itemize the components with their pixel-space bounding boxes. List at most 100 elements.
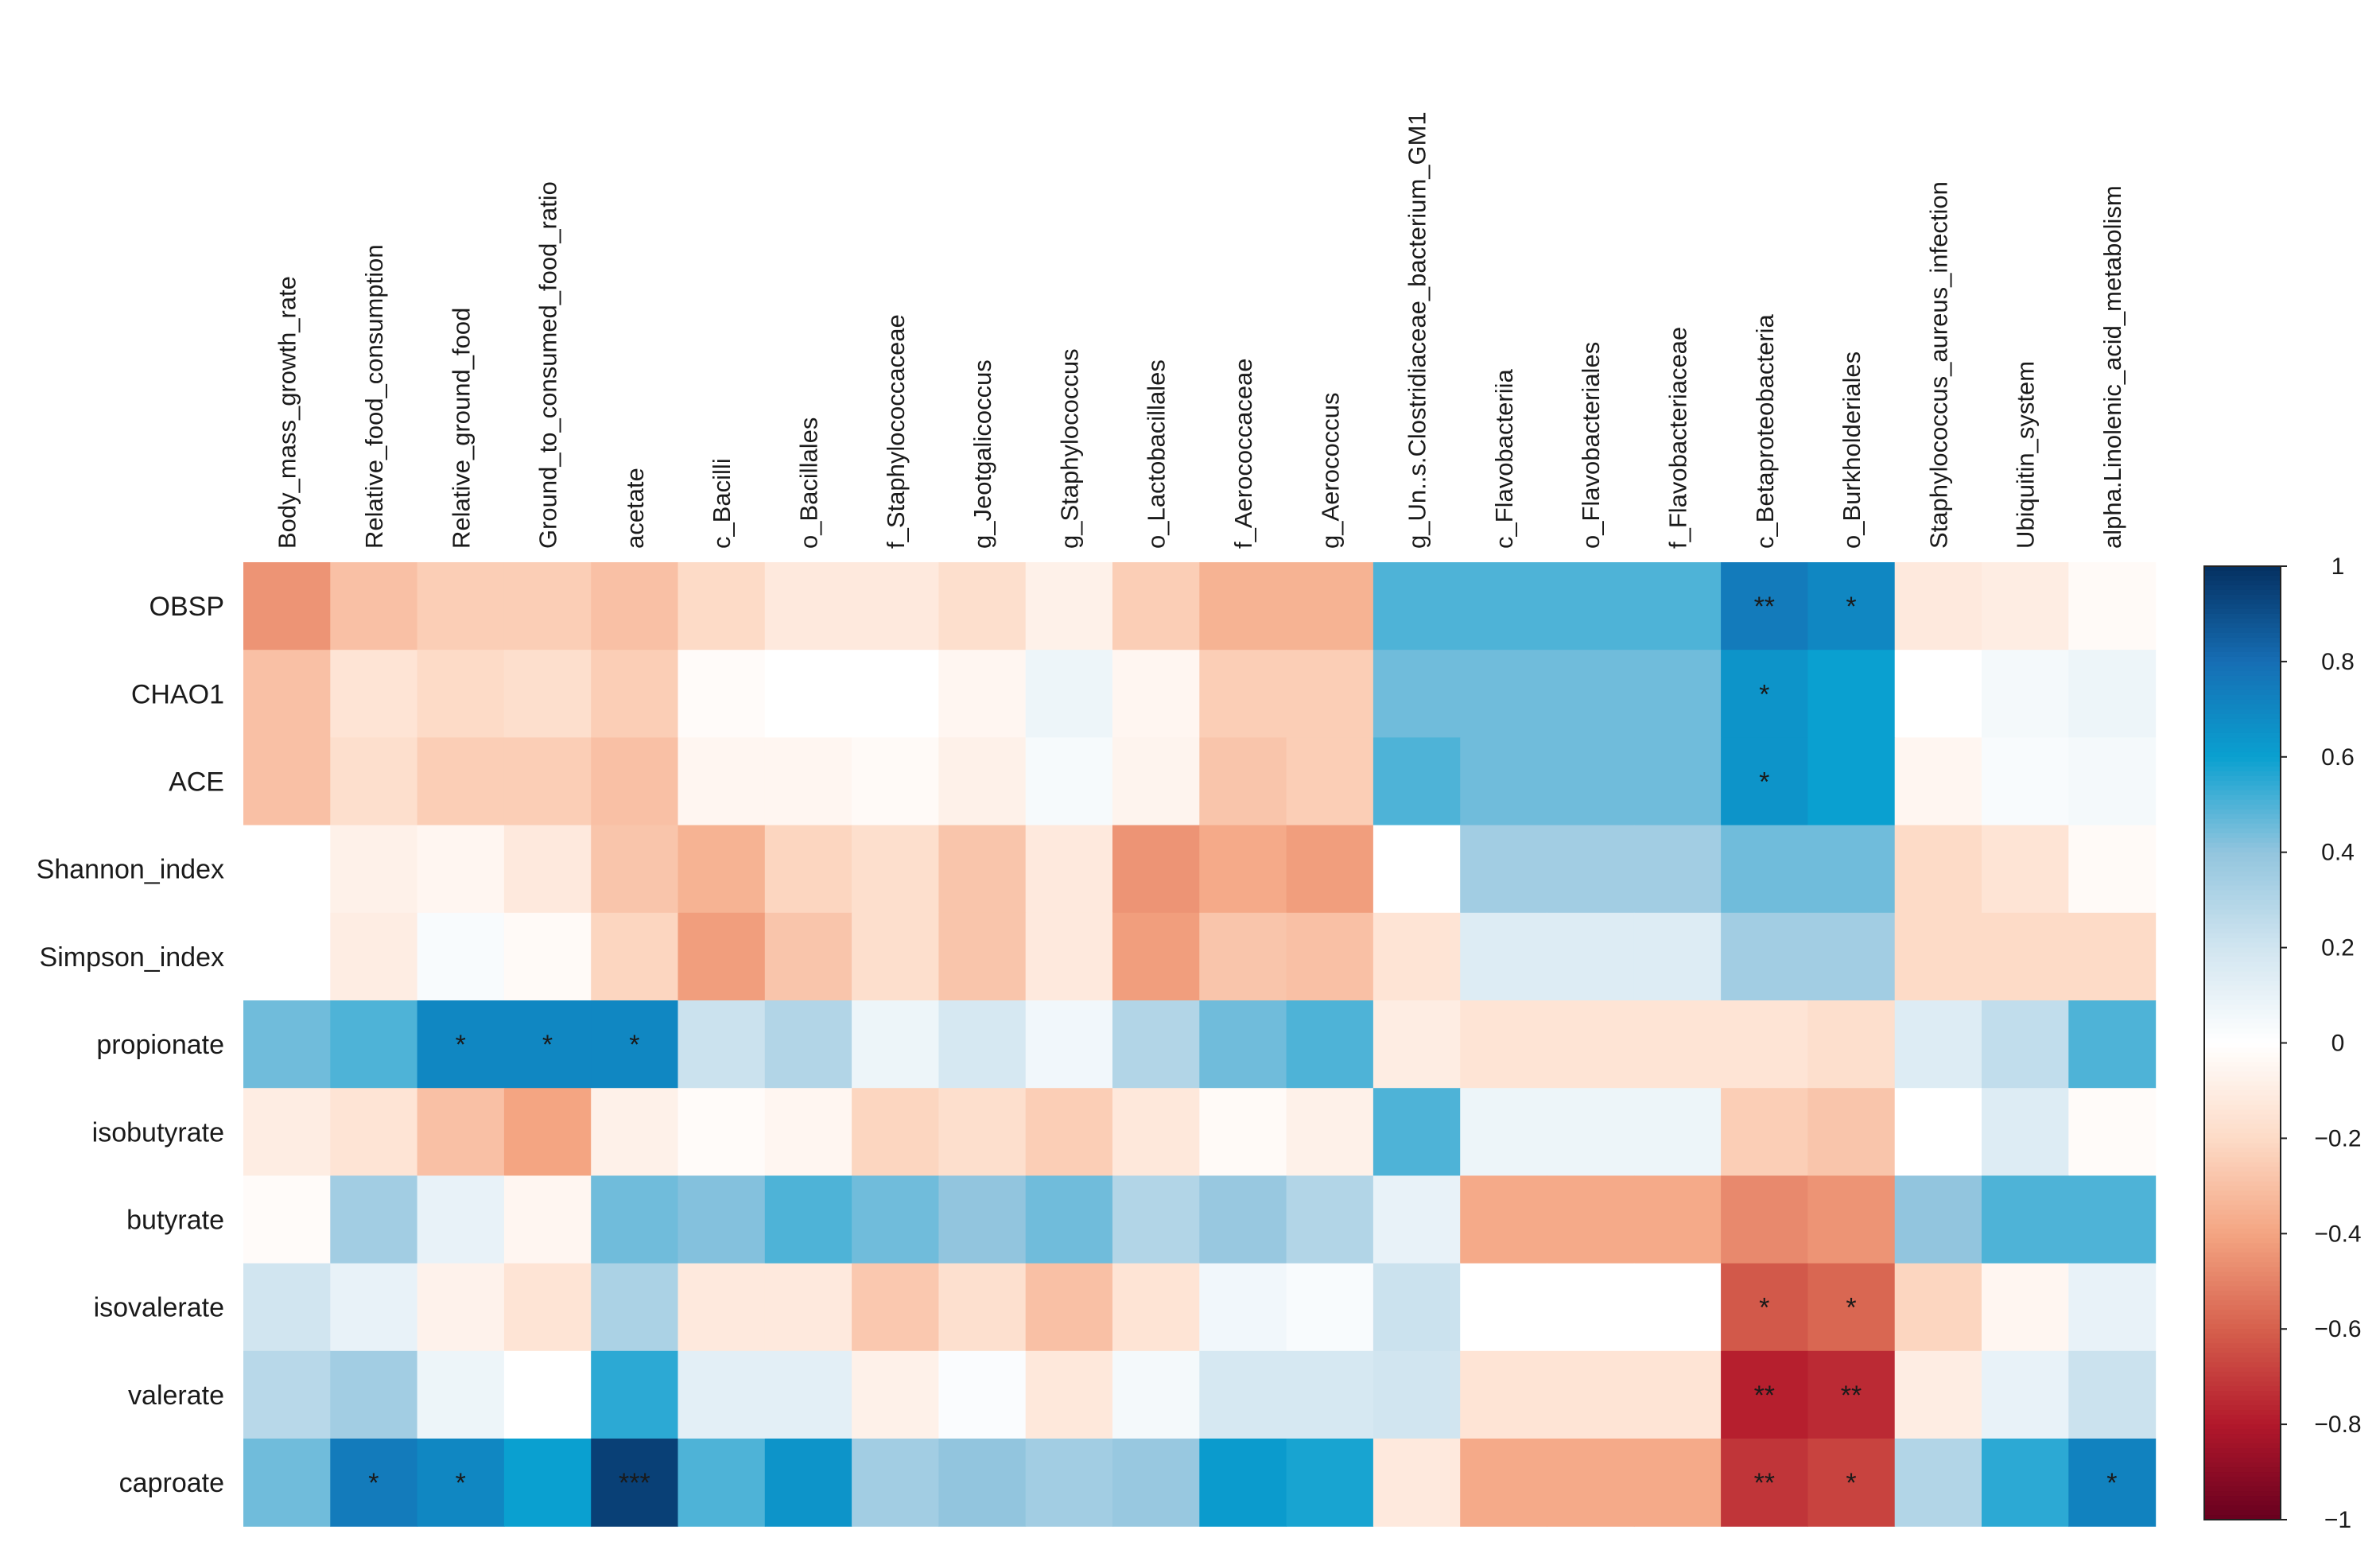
heatmap-cell xyxy=(591,1000,679,1089)
heatmap-cell xyxy=(1547,1350,1635,1439)
heatmap-cell xyxy=(1372,912,1461,1001)
colorbar-tick-label: 0.8 xyxy=(2321,649,2355,675)
colorbar-segment xyxy=(2204,589,2281,596)
heatmap-cell xyxy=(591,737,679,826)
heatmap-cell xyxy=(678,737,766,826)
colorbar-segment xyxy=(2204,1171,2281,1178)
heatmap-cell xyxy=(1286,1350,1374,1439)
heatmap-cell xyxy=(330,562,418,650)
heatmap-cell xyxy=(1199,1439,1287,1527)
colorbar-segment xyxy=(2204,1329,2281,1334)
heatmap-cell xyxy=(1547,912,1635,1001)
colorbar-segment xyxy=(2204,1458,2281,1463)
colorbar-segment xyxy=(2204,923,2281,930)
colorbar-segment xyxy=(2204,909,2281,915)
heatmap-cell xyxy=(1286,1175,1374,1264)
heatmap-cell xyxy=(1982,825,2069,914)
significance-marker: ** xyxy=(1754,1381,1775,1411)
heatmap-cell xyxy=(243,737,331,826)
colorbar-segment xyxy=(2204,651,2281,658)
row-label: CHAO1 xyxy=(131,679,224,709)
colorbar-segment xyxy=(2204,1448,2281,1454)
heatmap-cell xyxy=(1807,1088,1896,1176)
column-label: o_Lactobacillales xyxy=(1143,359,1171,549)
colorbar-segment xyxy=(2204,852,2281,858)
heatmap-cell xyxy=(417,562,505,650)
heatmap-cell xyxy=(1894,1000,1982,1089)
colorbar-segment xyxy=(2204,1148,2281,1154)
heatmap-cell xyxy=(1633,737,1722,826)
heatmap-cell xyxy=(1982,1263,2069,1352)
heatmap-cell xyxy=(1633,825,1722,914)
colorbar-segment xyxy=(2204,756,2281,763)
heatmap-cell xyxy=(678,1175,766,1264)
heatmap-cell xyxy=(1982,650,2069,738)
colorbar-segment xyxy=(2204,666,2281,672)
column-label: acetate xyxy=(621,468,649,549)
colorbar-segment xyxy=(2204,1267,2281,1273)
heatmap-cell xyxy=(764,825,852,914)
colorbar-segment xyxy=(2204,1224,2281,1230)
heatmap-cell xyxy=(1807,562,1896,650)
colorbar-segment xyxy=(2204,1348,2281,1353)
colorbar-segment xyxy=(2204,1415,2281,1420)
row-label: Shannon_index xyxy=(37,855,224,885)
colorbar-segment xyxy=(2204,880,2281,887)
colorbar-segment xyxy=(2204,1400,2281,1406)
heatmap-cell xyxy=(1721,562,1808,650)
column-label: c_Bacilli xyxy=(708,458,736,549)
heatmap-cell xyxy=(1025,1350,1113,1439)
colorbar-segment xyxy=(2204,1462,2281,1468)
colorbar-segment xyxy=(2204,918,2281,925)
heatmap-cell xyxy=(1721,1350,1808,1439)
heatmap-cell xyxy=(1460,912,1548,1001)
heatmap-cell xyxy=(1286,1000,1374,1089)
column-labels: Body_mass_growth_rate Relative_food_consu… xyxy=(274,111,2126,549)
heatmap-cell xyxy=(1025,737,1113,826)
row-label: butyrate xyxy=(126,1206,224,1236)
colorbar-segment xyxy=(2204,618,2281,624)
colorbar-segment xyxy=(2204,575,2281,581)
colorbar-segment xyxy=(2204,876,2281,882)
colorbar-segment xyxy=(2204,861,2281,868)
heatmap-cell xyxy=(2068,912,2157,1001)
heatmap-cell xyxy=(417,825,505,914)
colorbar-segment xyxy=(2204,1491,2281,1497)
colorbar-segment xyxy=(2204,1419,2281,1425)
heatmap-cell xyxy=(503,1439,592,1527)
colorbar-segment xyxy=(2204,1138,2281,1144)
significance-marker: * xyxy=(368,1468,379,1498)
significance-marker: * xyxy=(1759,679,1769,709)
heatmap-cell xyxy=(1982,1439,2069,1527)
row-label: Simpson_index xyxy=(40,942,224,973)
heatmap-cell xyxy=(678,1088,766,1176)
column-label: Relative_ground_food xyxy=(447,308,475,549)
colorbar-tick-label: 0.4 xyxy=(2321,840,2355,866)
row-label: caproate xyxy=(119,1468,224,1498)
heatmap-cell xyxy=(2068,1175,2157,1264)
colorbar-segment xyxy=(2204,990,2281,996)
colorbar-segment xyxy=(2204,571,2281,577)
colorbar-segment xyxy=(2204,1109,2281,1116)
colorbar-segment xyxy=(2204,623,2281,629)
heatmap-cell xyxy=(1547,1175,1635,1264)
colorbar-segment xyxy=(2204,1310,2281,1316)
column-label: g_Staphylococcus xyxy=(1055,348,1083,549)
heatmap-cell xyxy=(1982,1088,2069,1176)
colorbar-segment xyxy=(2204,1052,2281,1058)
colorbar-segment xyxy=(2204,1248,2281,1254)
colorbar-segment xyxy=(2204,1076,2281,1082)
colorbar-segment xyxy=(2204,1410,2281,1415)
colorbar-segment xyxy=(2204,689,2281,696)
significance-markers: ** **** * ** *** *** * *** ** * * xyxy=(368,592,2117,1498)
colorbar-segment xyxy=(2204,723,2281,729)
colorbar-segment xyxy=(2204,871,2281,877)
heatmap-cell xyxy=(243,1175,331,1264)
heatmap-cell xyxy=(417,737,505,826)
heatmap-cell xyxy=(764,1088,852,1176)
heatmap-cell xyxy=(1807,1000,1896,1089)
heatmap-cell xyxy=(330,1175,418,1264)
significance-marker: * xyxy=(542,1030,553,1060)
heatmap-cell xyxy=(503,912,592,1001)
colorbar-segment xyxy=(2204,599,2281,605)
